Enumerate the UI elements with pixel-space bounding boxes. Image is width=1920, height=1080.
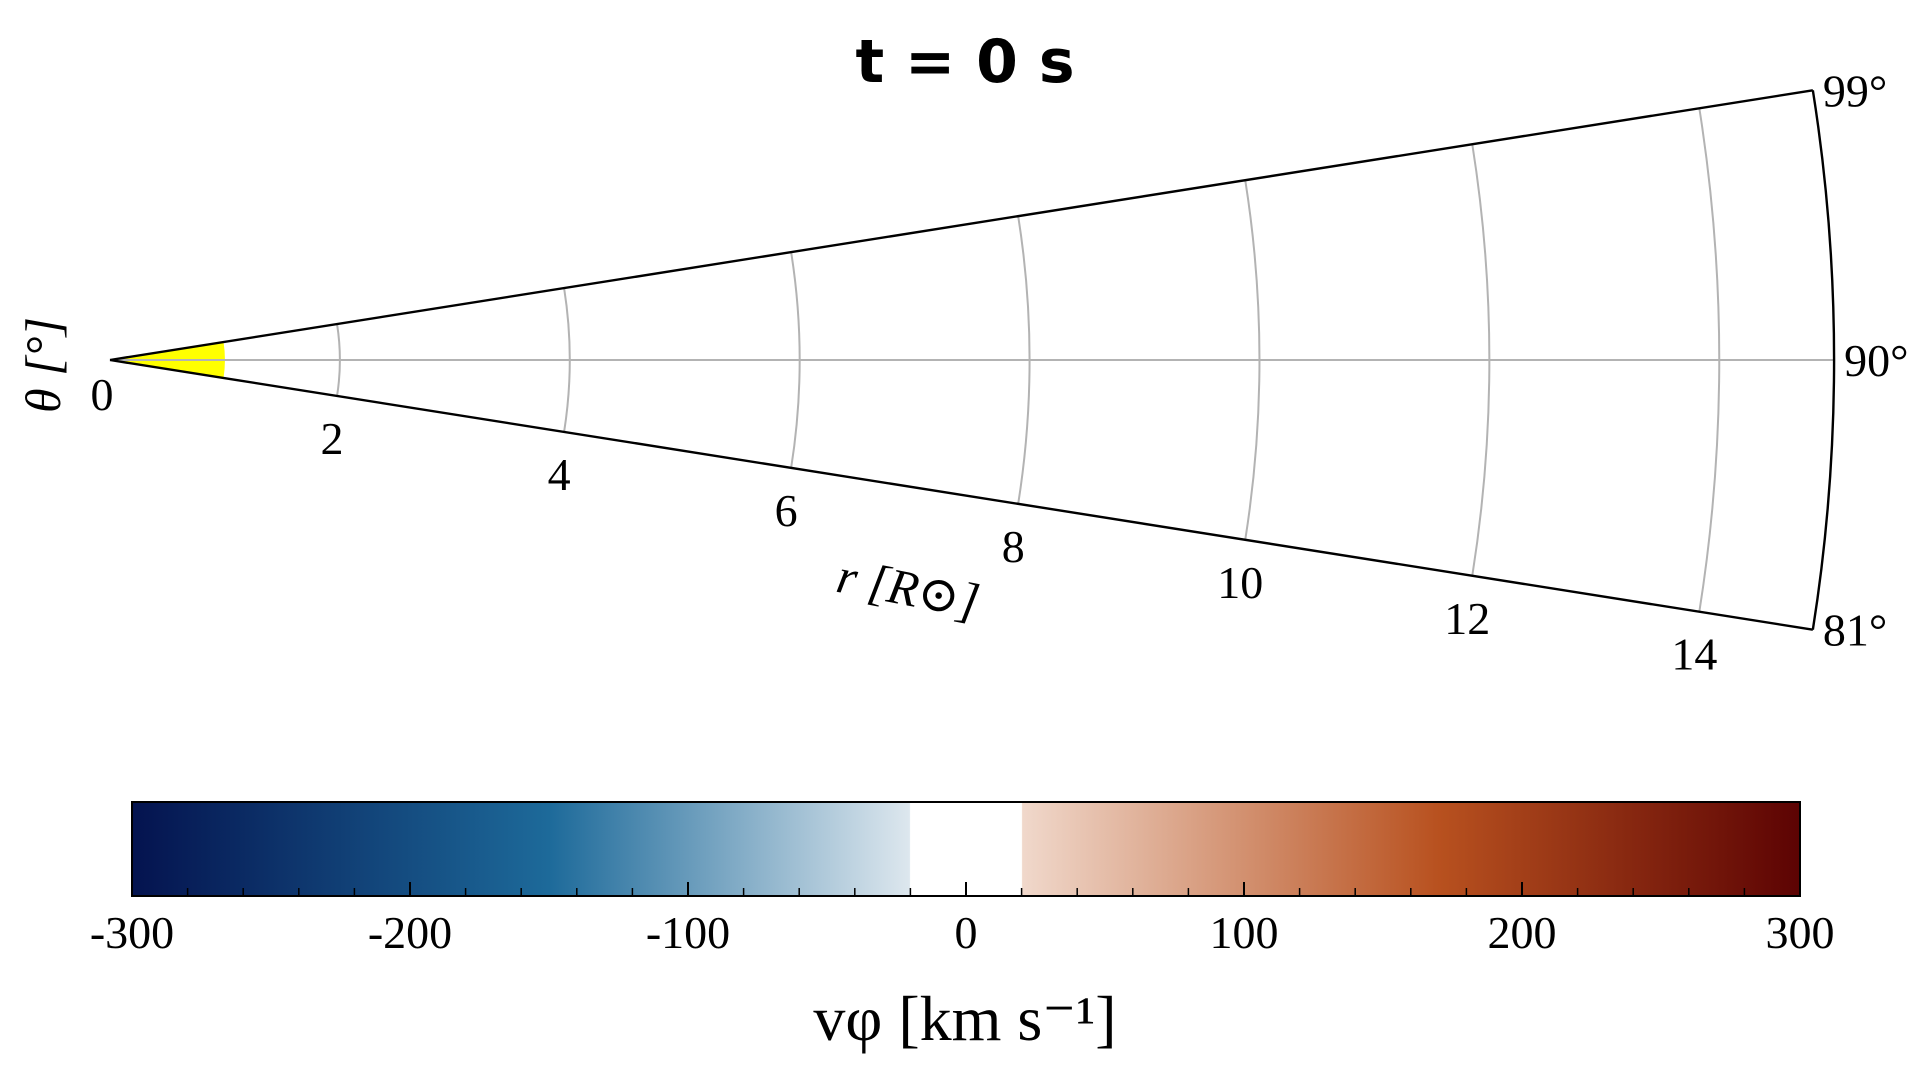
- colorbar-tick-label: 0: [955, 907, 978, 958]
- r-tick-label: 10: [1217, 557, 1263, 608]
- theta-axis-label: θ [°]: [15, 317, 71, 413]
- colorbar-tick-label: -100: [646, 907, 730, 958]
- r-axis-label: r [R⊙]: [833, 547, 984, 629]
- colorbar-tick-label: 300: [1766, 907, 1835, 958]
- r-tick-label: 4: [548, 449, 571, 500]
- theta-tick-label: 81°: [1823, 605, 1887, 656]
- theta-tick-label: 99°: [1823, 65, 1887, 116]
- chart-title: t = 0 s: [855, 27, 1074, 97]
- wedge-edge-outer: [1811, 90, 1836, 630]
- polar-wedge-plot: 0 2 4 6 8 10 12 14 81° 90° 99°: [91, 65, 1909, 679]
- colorbar-tick-label: -300: [90, 907, 174, 958]
- colorbar-tick-label: 100: [1210, 907, 1279, 958]
- r-tick-label: 8: [1002, 521, 1025, 572]
- colorbar-bar: [131, 801, 1801, 897]
- colorbar-tick-label: -200: [368, 907, 452, 958]
- colorbar-label: vφ [km s⁻¹]: [813, 983, 1116, 1054]
- colorbar: -300 -200 -100 0 100 200 300: [90, 801, 1835, 958]
- colorbar-tick-label: 200: [1488, 907, 1557, 958]
- theta-tick-label: 90°: [1844, 335, 1908, 386]
- r-tick-label: 6: [775, 485, 798, 536]
- r-tick-label: 12: [1444, 593, 1490, 644]
- wedge-edge-upper: [109, 89, 1814, 362]
- r-tick-label: 2: [321, 413, 344, 464]
- r-tick-label: 14: [1671, 629, 1717, 680]
- wedge-edge-lower: [109, 358, 1814, 631]
- r-tick-label: 0: [91, 369, 114, 420]
